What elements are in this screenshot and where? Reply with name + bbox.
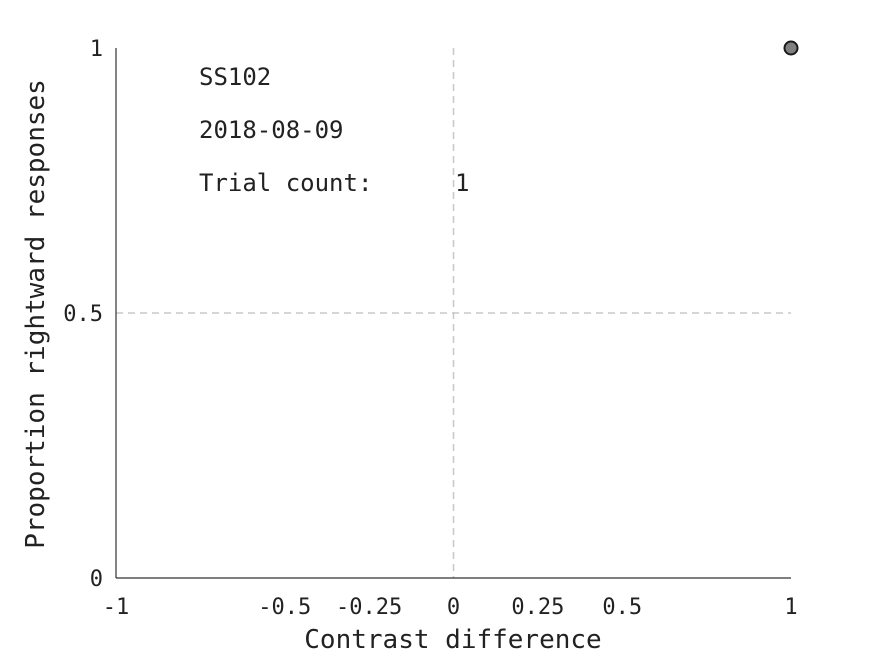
axes (115, 48, 791, 579)
data-points (783, 40, 799, 56)
trial-count-value: 1 (455, 169, 469, 197)
x-tick-label: 0.25 (511, 595, 564, 620)
x-tick-label: 0.5 (602, 595, 642, 620)
data-point (783, 40, 799, 56)
x-tick-label: 0 (447, 595, 460, 620)
y-axis-label: Proportion rightward responses (21, 79, 51, 549)
y-tick-label: 1 (90, 37, 103, 62)
x-tick-label: -0.25 (336, 595, 402, 620)
x-axis-label: Contrast difference (304, 625, 601, 655)
x-tick-label: 1 (784, 595, 797, 620)
y-tick-label: 0.5 (63, 302, 103, 327)
trial-count-label: Trial count: (199, 169, 372, 197)
y-tick-labels: 00.51 (63, 37, 103, 592)
date-annotation: 2018-08-09 (199, 116, 344, 144)
x-tick-label: -1 (103, 595, 130, 620)
x-tick-labels: -1 -0.5 -0.25 0 0.25 0.5 1 (103, 595, 798, 620)
reference-lines (116, 48, 791, 578)
y-tick-label: 0 (90, 567, 103, 592)
x-tick-label: -0.5 (258, 595, 311, 620)
subject-annotation: SS102 (199, 63, 271, 91)
